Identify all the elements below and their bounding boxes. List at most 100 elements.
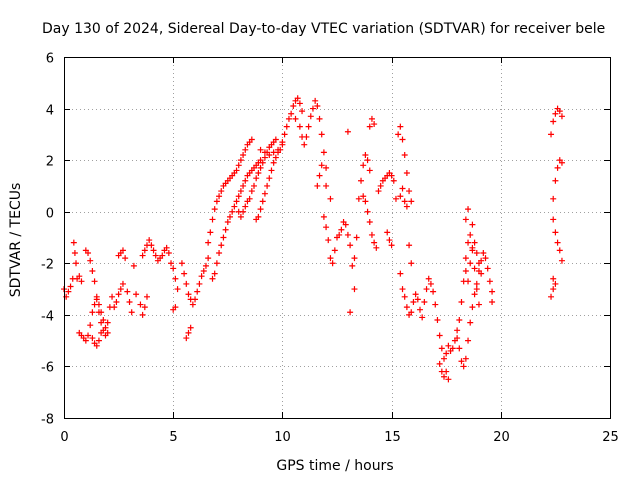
data-point: [257, 206, 264, 213]
data-point: [224, 219, 231, 226]
data-point: [550, 195, 557, 202]
data-point: [556, 108, 563, 115]
data-point: [377, 182, 384, 189]
data-point: [342, 221, 349, 228]
data-point: [163, 244, 170, 251]
data-point: [484, 265, 491, 272]
data-point: [266, 151, 273, 158]
data-point: [432, 301, 439, 308]
data-point: [478, 270, 485, 277]
data-point: [425, 275, 432, 282]
data-point: [373, 244, 380, 251]
data-point: [430, 288, 437, 295]
data-point: [218, 188, 225, 195]
data-point: [331, 247, 338, 254]
data-point: [399, 286, 406, 293]
data-point: [242, 177, 249, 184]
x-tick-label: 10: [274, 430, 291, 445]
data-point: [416, 306, 423, 313]
data-point: [111, 304, 118, 311]
data-point: [102, 324, 109, 331]
data-point: [185, 291, 192, 298]
data-point: [150, 247, 157, 254]
data-point: [554, 164, 561, 171]
data-point: [473, 286, 480, 293]
data-point: [117, 286, 124, 293]
y-axis-label: SDTVAR / TECUs: [8, 183, 24, 298]
data-point: [388, 172, 395, 179]
data-point: [412, 291, 419, 298]
data-point: [399, 185, 406, 192]
data-point: [469, 247, 476, 254]
data-point: [475, 301, 482, 308]
data-point: [408, 309, 415, 316]
data-point: [366, 123, 373, 130]
data-point: [423, 286, 430, 293]
data-point: [233, 167, 240, 174]
data-point: [109, 293, 116, 300]
plot-frame: [64, 57, 611, 419]
data-point: [141, 304, 148, 311]
data-point: [98, 329, 105, 336]
data-point: [209, 275, 216, 282]
data-point: [364, 208, 371, 215]
data-point: [558, 257, 565, 264]
data-point: [456, 345, 463, 352]
data-point: [465, 278, 472, 285]
data-point: [408, 198, 415, 205]
data-point: [253, 175, 260, 182]
data-point: [104, 329, 111, 336]
data-point: [323, 164, 330, 171]
data-point: [152, 252, 159, 259]
data-point: [231, 203, 238, 210]
data-point: [552, 177, 559, 184]
data-point: [95, 337, 102, 344]
data-point: [327, 255, 334, 262]
data-point: [235, 162, 242, 169]
data-point: [550, 216, 557, 223]
data-point: [550, 118, 557, 125]
data-point: [85, 249, 92, 256]
data-point: [344, 128, 351, 135]
y-tick-label: 0: [46, 207, 54, 222]
data-point: [327, 195, 334, 202]
data-point: [137, 301, 144, 308]
x-tick-label: 5: [169, 430, 177, 445]
data-point: [128, 309, 135, 316]
data-point: [375, 188, 382, 195]
data-point: [371, 121, 378, 128]
data-point: [548, 131, 555, 138]
data-point: [467, 260, 474, 267]
data-point: [213, 260, 220, 267]
data-point: [325, 237, 332, 244]
data-point: [552, 229, 559, 236]
data-point: [279, 139, 286, 146]
data-point: [189, 301, 196, 308]
data-point: [301, 141, 308, 148]
data-point: [73, 260, 80, 267]
data-point: [305, 123, 312, 130]
data-point: [178, 260, 185, 267]
data-point: [489, 288, 496, 295]
data-point: [119, 247, 126, 254]
data-point: [82, 337, 89, 344]
data-point: [401, 198, 408, 205]
data-point: [261, 154, 268, 161]
data-point: [329, 260, 336, 267]
data-point: [456, 317, 463, 324]
data-point: [316, 115, 323, 122]
data-point: [371, 239, 378, 246]
data-point: [124, 288, 131, 295]
data-point: [89, 309, 96, 316]
data-point: [290, 102, 297, 109]
data-point: [165, 249, 172, 256]
x-axis-label: GPS time / hours: [276, 458, 393, 474]
data-point: [421, 298, 428, 305]
data-point: [76, 273, 83, 280]
data-point: [91, 278, 98, 285]
y-tick-label: 2: [46, 155, 54, 170]
data-point: [226, 213, 233, 220]
data-point: [303, 133, 310, 140]
data-point: [401, 151, 408, 158]
chart-title: Day 130 of 2024, Sidereal Day-to-day VTE…: [42, 21, 605, 37]
